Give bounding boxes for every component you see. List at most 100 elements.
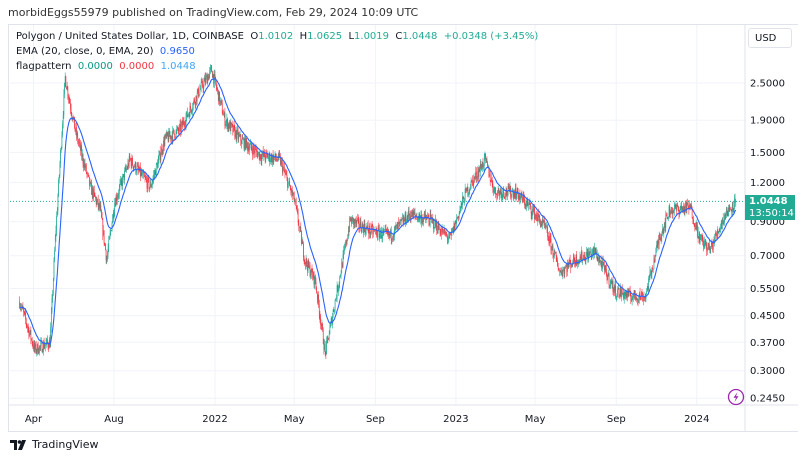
candle — [536, 211, 537, 222]
candle-body — [322, 324, 323, 330]
candle — [375, 225, 377, 236]
candle-body — [571, 264, 572, 268]
candle-body — [466, 188, 467, 192]
candle-body — [51, 298, 53, 312]
candle — [186, 107, 188, 118]
candle-body — [151, 185, 152, 188]
candle — [60, 148, 61, 168]
flagpattern-legend-row[interactable]: flagpattern 0.0000 0.0000 1.0448 — [16, 59, 538, 74]
low-label: L — [348, 31, 355, 42]
candle — [67, 85, 69, 100]
candle-body — [63, 94, 65, 116]
candle-body — [495, 194, 497, 195]
candle-body — [195, 95, 197, 106]
candle — [731, 209, 733, 216]
candle — [329, 323, 331, 335]
candle — [194, 97, 195, 104]
candle-body — [116, 197, 118, 201]
candle — [177, 126, 178, 131]
candle-body — [132, 157, 133, 166]
candle — [236, 126, 238, 144]
candle — [284, 169, 286, 179]
candle — [680, 202, 682, 211]
candle-body — [732, 202, 733, 212]
candle — [305, 262, 306, 270]
candle-body — [578, 259, 580, 261]
candle — [297, 208, 299, 226]
footer[interactable]: TradingView — [10, 438, 98, 451]
candle — [697, 236, 699, 244]
candle-body — [706, 244, 708, 252]
candle — [660, 233, 661, 242]
candle-body — [335, 298, 337, 301]
candle-body — [422, 219, 424, 222]
candle-body — [197, 88, 199, 93]
candle — [239, 131, 240, 138]
candle-body — [127, 162, 129, 169]
candle-body — [726, 207, 728, 216]
candle-body — [370, 232, 372, 235]
candle-body — [651, 267, 653, 275]
candle-body — [604, 265, 605, 271]
publisher-line: morbidEggs55979 published on TradingView… — [8, 6, 419, 19]
candle-body — [614, 285, 616, 291]
candle-body — [37, 343, 38, 351]
candle-body — [332, 316, 333, 325]
candle-body — [253, 146, 255, 150]
candle-body — [259, 154, 261, 160]
candle — [698, 226, 700, 239]
candle — [728, 204, 729, 217]
candle-body — [436, 222, 438, 231]
candle — [393, 231, 395, 241]
candle-body — [136, 172, 137, 173]
candle — [547, 224, 548, 241]
candle — [498, 187, 500, 197]
candle — [221, 99, 223, 115]
candle-body — [410, 216, 412, 220]
symbol-title[interactable]: Polygon / United States Dollar, 1D, COIN… — [16, 31, 244, 42]
candle — [211, 65, 213, 72]
candle-body — [232, 124, 234, 132]
candle — [697, 221, 698, 239]
candle — [190, 102, 191, 113]
candle — [591, 253, 593, 261]
candle-body — [454, 220, 456, 230]
candle-body — [196, 95, 197, 102]
candle-body — [169, 135, 171, 137]
candle — [555, 251, 557, 262]
candle-body — [446, 233, 448, 236]
candle — [618, 287, 620, 299]
candle-body — [538, 216, 540, 218]
candle-body — [661, 233, 663, 237]
candle-body — [56, 210, 58, 217]
candle-body — [78, 142, 80, 143]
candle-body — [724, 214, 725, 222]
candle — [435, 221, 437, 231]
candle — [103, 225, 104, 237]
candle-body — [140, 166, 141, 177]
candle — [68, 93, 69, 104]
candle-body — [535, 214, 537, 216]
candle-body — [94, 192, 96, 197]
candle-body — [311, 268, 312, 275]
high-value: 1.0625 — [307, 31, 343, 42]
candle — [627, 287, 628, 302]
candle — [532, 204, 533, 220]
currency-button[interactable]: USD — [748, 28, 792, 48]
candle-body — [29, 330, 31, 333]
candle — [56, 207, 58, 217]
candle — [56, 211, 57, 236]
candle-body — [345, 240, 347, 244]
candle-body — [345, 240, 347, 247]
candle-body — [182, 120, 184, 126]
candle — [29, 329, 31, 335]
price-axis: 2.50001.90001.50001.20000.90000.70000.55… — [750, 79, 785, 405]
candle-body — [130, 158, 131, 160]
ema-legend-row[interactable]: EMA (20, close, 0, EMA, 20) 0.9650 — [16, 44, 538, 59]
candle-body — [377, 227, 379, 237]
candle-body — [334, 309, 335, 312]
candle — [550, 232, 552, 255]
candle — [294, 197, 296, 203]
candle — [326, 335, 328, 344]
